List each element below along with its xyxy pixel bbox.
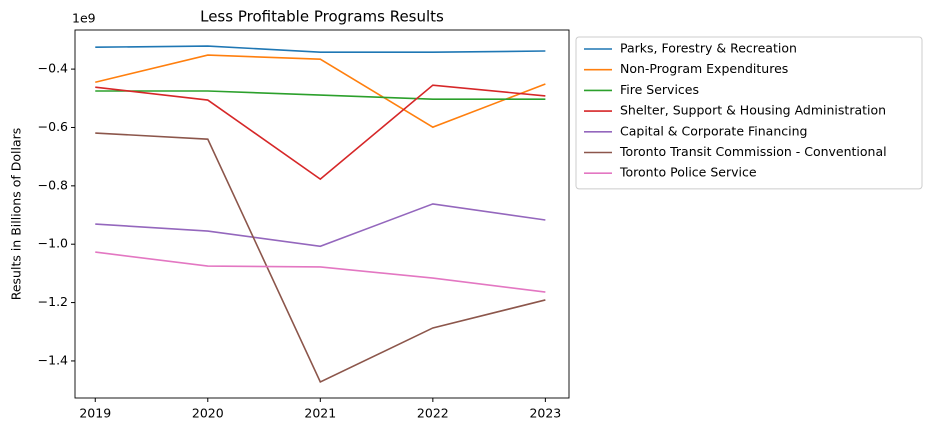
y-tick-label: −1.4 [38, 352, 68, 367]
y-offset-label: 1e9 [72, 11, 96, 26]
y-tick-label: −0.4 [38, 61, 68, 76]
series-line [95, 132, 546, 384]
y-axis-label: Results in Billions of Dollars [9, 128, 24, 301]
legend-label: Non-Program Expenditures [620, 61, 788, 76]
chart-title: Less Profitable Programs Results [200, 8, 444, 26]
legend-label: Shelter, Support & Housing Administratio… [620, 103, 886, 118]
series-line [95, 45, 546, 53]
series-line [95, 90, 546, 100]
y-tick-label: −0.6 [38, 119, 68, 134]
y-tick-label: −1.2 [38, 294, 68, 309]
legend-frame [575, 36, 923, 190]
legend-label: Fire Services [620, 82, 699, 97]
legend-label: Capital & Corporate Financing [620, 123, 807, 138]
series-line [95, 54, 546, 129]
series-line [95, 251, 546, 293]
x-tick-label: 2023 [529, 406, 561, 421]
x-tick-label: 2019 [79, 406, 111, 421]
legend-label: Toronto Police Service [619, 165, 757, 180]
plot-frame [74, 29, 570, 399]
y-tick-label: −0.8 [38, 177, 68, 192]
y-tick-label: −1.0 [38, 236, 68, 251]
legend-label: Toronto Transit Commission - Conventiona… [619, 144, 887, 159]
series-line [95, 84, 546, 181]
series-line [95, 203, 546, 248]
legend-label: Parks, Forestry & Recreation [620, 41, 797, 56]
x-tick-label: 2021 [304, 406, 336, 421]
x-tick-label: 2022 [417, 406, 449, 421]
x-tick-label: 2020 [192, 406, 224, 421]
